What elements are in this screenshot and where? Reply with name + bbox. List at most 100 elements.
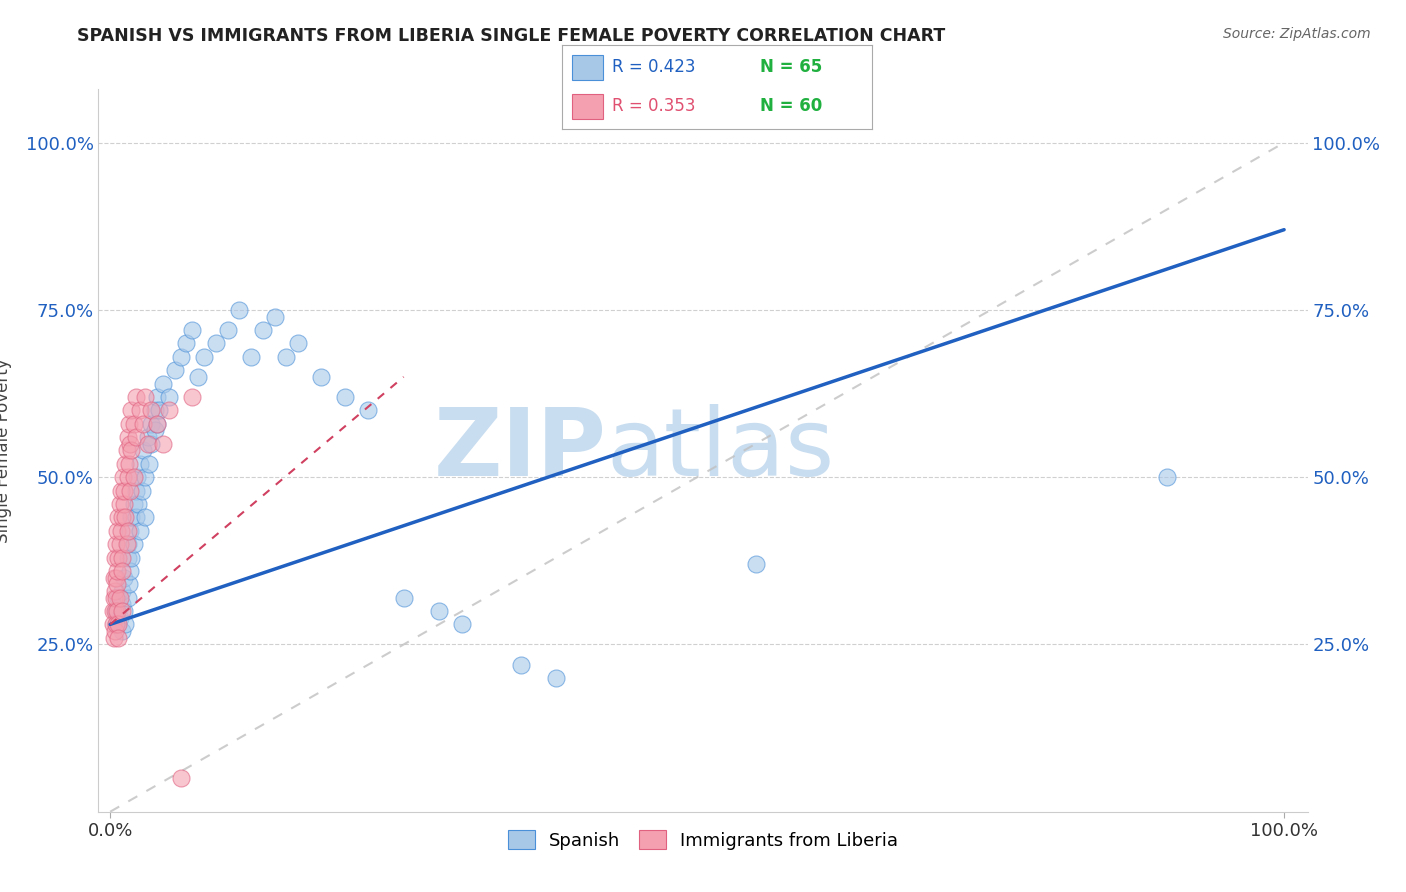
Point — [104, 624, 127, 639]
Point — [115, 537, 138, 551]
Point — [107, 631, 129, 645]
Point — [240, 350, 263, 364]
Point — [111, 598, 134, 612]
Text: N = 60: N = 60 — [761, 97, 823, 115]
Point — [104, 550, 127, 565]
Text: ZIP: ZIP — [433, 404, 606, 497]
Point — [111, 584, 134, 599]
Point — [117, 524, 139, 538]
Point — [157, 390, 180, 404]
Point — [122, 417, 145, 431]
Point — [141, 436, 163, 450]
Point — [176, 336, 198, 351]
Point — [118, 457, 141, 471]
Point — [141, 403, 163, 417]
Point — [141, 417, 163, 431]
Point — [181, 323, 204, 337]
Point — [187, 369, 209, 384]
Point — [118, 577, 141, 591]
Point — [263, 310, 285, 324]
Legend: Spanish, Immigrants from Liberia: Spanish, Immigrants from Liberia — [501, 823, 905, 857]
Point — [125, 510, 148, 524]
Point — [112, 571, 135, 585]
Y-axis label: Single Female Poverty: Single Female Poverty — [0, 359, 11, 542]
Point — [128, 457, 150, 471]
Point — [427, 604, 450, 618]
Point — [112, 470, 135, 484]
Point — [204, 336, 226, 351]
Point — [122, 537, 145, 551]
Point — [107, 510, 129, 524]
Point — [163, 363, 186, 377]
Point — [108, 497, 131, 511]
Point — [120, 564, 142, 578]
Point — [120, 436, 142, 450]
Point — [146, 390, 169, 404]
Point — [114, 457, 136, 471]
Point — [128, 403, 150, 417]
Point — [138, 457, 160, 471]
Point — [111, 550, 134, 565]
Point — [152, 376, 174, 391]
Point — [107, 550, 129, 565]
Point — [105, 564, 128, 578]
Point — [108, 591, 131, 605]
Point — [357, 403, 380, 417]
Point — [108, 611, 131, 625]
Text: R = 0.423: R = 0.423 — [612, 59, 696, 77]
Point — [120, 403, 142, 417]
Point — [117, 430, 139, 444]
Point — [105, 591, 128, 605]
Point — [120, 443, 142, 458]
Point — [110, 483, 132, 498]
Point — [252, 323, 274, 337]
Point — [228, 303, 250, 318]
FancyBboxPatch shape — [572, 94, 603, 120]
Point — [112, 497, 135, 511]
Point — [111, 564, 134, 578]
Point — [181, 390, 204, 404]
Point — [143, 424, 166, 438]
Text: SPANISH VS IMMIGRANTS FROM LIBERIA SINGLE FEMALE POVERTY CORRELATION CHART: SPANISH VS IMMIGRANTS FROM LIBERIA SINGL… — [77, 27, 946, 45]
Point — [127, 470, 149, 484]
Point — [105, 604, 128, 618]
Point — [101, 604, 124, 618]
Text: atlas: atlas — [606, 404, 835, 497]
Point — [103, 631, 125, 645]
Point — [510, 657, 533, 672]
Point — [120, 524, 142, 538]
Point — [136, 430, 159, 444]
FancyBboxPatch shape — [572, 54, 603, 80]
Point — [105, 524, 128, 538]
Point — [392, 591, 415, 605]
Point — [287, 336, 309, 351]
Point — [111, 604, 134, 618]
Point — [136, 436, 159, 450]
Point — [132, 443, 155, 458]
Point — [311, 369, 333, 384]
Point — [143, 403, 166, 417]
Point — [146, 417, 169, 431]
Point — [146, 417, 169, 431]
Point — [745, 557, 768, 572]
Point — [134, 390, 156, 404]
Point — [193, 350, 215, 364]
Point — [451, 617, 474, 632]
Point — [103, 591, 125, 605]
Point — [217, 323, 239, 337]
Text: N = 65: N = 65 — [761, 59, 823, 77]
Point — [120, 550, 142, 565]
Point — [117, 550, 139, 565]
Point — [117, 537, 139, 551]
Text: Source: ZipAtlas.com: Source: ZipAtlas.com — [1223, 27, 1371, 41]
Point — [120, 483, 142, 498]
Point — [148, 403, 170, 417]
Point — [105, 537, 128, 551]
Point — [104, 604, 127, 618]
Point — [122, 497, 145, 511]
Point — [152, 436, 174, 450]
Point — [111, 510, 134, 524]
Point — [120, 510, 142, 524]
Point — [125, 483, 148, 498]
Point — [276, 350, 298, 364]
